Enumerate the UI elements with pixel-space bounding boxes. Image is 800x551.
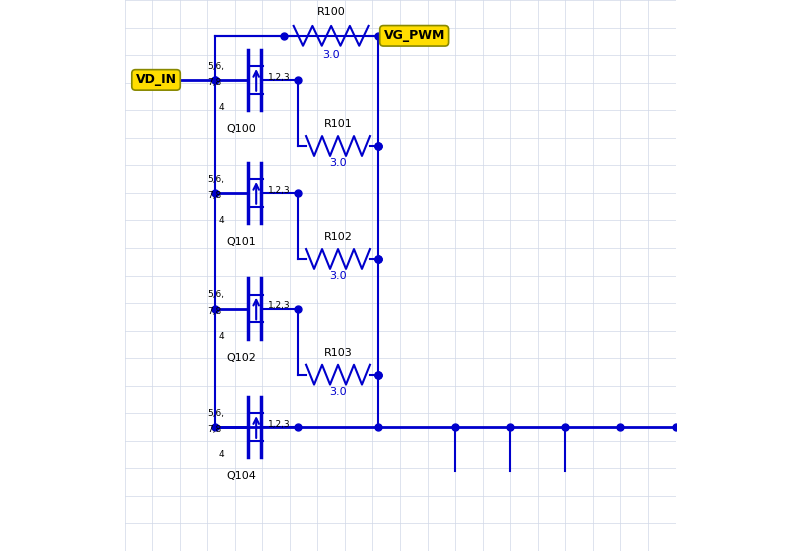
Text: 5,6,: 5,6, <box>207 175 224 183</box>
Text: 3.0: 3.0 <box>330 158 347 168</box>
Text: 4: 4 <box>218 450 224 459</box>
Text: 7,8: 7,8 <box>207 425 222 434</box>
Text: 5,6,: 5,6, <box>207 290 224 299</box>
Text: 1,2,3: 1,2,3 <box>268 301 290 310</box>
Text: 4: 4 <box>218 332 224 341</box>
Text: 5,6,: 5,6, <box>207 409 224 418</box>
Text: Q101: Q101 <box>226 237 256 247</box>
Text: R101: R101 <box>324 120 352 129</box>
Text: 4: 4 <box>218 216 224 225</box>
Text: 3.0: 3.0 <box>330 387 347 397</box>
Text: 4: 4 <box>218 103 224 112</box>
Text: Q104: Q104 <box>226 471 256 481</box>
Text: 1,2,3: 1,2,3 <box>268 420 290 429</box>
Text: 1,2,3: 1,2,3 <box>268 186 290 195</box>
Text: 3.0: 3.0 <box>322 50 340 60</box>
Text: Q102: Q102 <box>226 353 256 363</box>
Text: 7,8: 7,8 <box>207 307 222 316</box>
Text: 5,6,: 5,6, <box>207 62 224 71</box>
Text: 3.0: 3.0 <box>330 271 347 281</box>
Text: 7,8: 7,8 <box>207 78 222 87</box>
Text: 1,2,3: 1,2,3 <box>268 73 290 82</box>
Text: VG_PWM: VG_PWM <box>383 29 445 42</box>
Text: R100: R100 <box>317 7 346 17</box>
Text: VD_IN: VD_IN <box>135 73 177 87</box>
Text: Q100: Q100 <box>226 124 256 134</box>
Text: 7,8: 7,8 <box>207 191 222 200</box>
Text: R103: R103 <box>324 348 352 358</box>
Text: R102: R102 <box>323 233 353 242</box>
